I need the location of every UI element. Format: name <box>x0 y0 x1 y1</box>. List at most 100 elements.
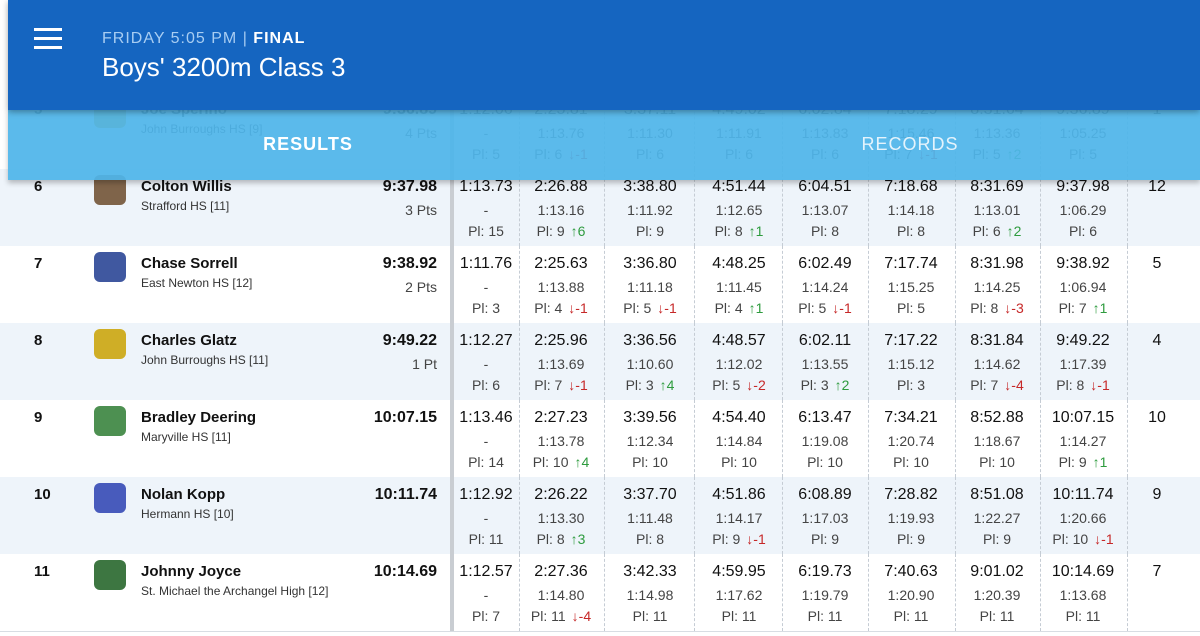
score: 5 <box>1152 255 1162 272</box>
divider <box>604 323 605 400</box>
split-place: Pl: 11 <box>469 531 504 547</box>
divider <box>782 246 783 323</box>
place: Pl: 10 <box>532 454 569 470</box>
school: John Burroughs HS [11] <box>141 353 269 367</box>
event-time: FRIDAY 5:05 PM <box>102 30 238 47</box>
place: Pl: 14 <box>468 454 504 470</box>
split-place: Pl: 10 <box>979 454 1015 470</box>
split-place: Pl: 3 <box>897 377 925 393</box>
final-time: 10:14.69 <box>373 563 437 580</box>
place: Pl: 10 <box>1052 531 1089 547</box>
split-time: 9:49.22 <box>1056 332 1110 349</box>
divider <box>782 477 783 554</box>
divider <box>1040 477 1041 554</box>
place: Pl: 6 <box>1068 223 1098 239</box>
split-place: Pl: 8 ↓-3 <box>970 300 1023 316</box>
split-place: Pl: 8 <box>897 223 925 239</box>
place-change: ↓-1 <box>1094 531 1114 547</box>
lap-time: 1:11.18 <box>627 279 673 295</box>
place: Pl: 5 <box>712 377 741 393</box>
lap-time: 1:14.17 <box>715 510 763 526</box>
lap-time: 1:14.80 <box>537 587 585 603</box>
split-time: 1:12.57 <box>459 563 513 580</box>
lap-time: 1:19.93 <box>887 510 935 526</box>
split-place: Pl: 5 <box>897 300 925 316</box>
divider <box>450 246 454 323</box>
divider <box>450 400 454 477</box>
split-place: Pl: 9 <box>636 223 664 239</box>
split-time: 4:48.57 <box>712 332 766 349</box>
tab[interactable]: RESULTS <box>263 134 353 154</box>
split-place: Pl: 14 <box>468 454 504 470</box>
split-place: Pl: 9 <box>983 531 1011 547</box>
event-meta: FRIDAY 5:05 PM | FINAL <box>102 30 305 48</box>
result-row: 9 Bradley Deering Maryville HS [11] 10:07.1… <box>0 400 1200 478</box>
split-place: Pl: 11 ↓-4 <box>531 608 591 624</box>
place: Pl: 3 <box>800 377 829 393</box>
lap-time: 1:19.79 <box>801 587 849 603</box>
place: Pl: 6 <box>471 377 501 393</box>
split-place: Pl: 10 ↓-1 <box>1052 531 1113 547</box>
place: Pl: 7 <box>970 377 999 393</box>
lap-time: 1:12.34 <box>626 433 674 449</box>
split-time: 10:07.15 <box>1051 409 1115 426</box>
divider <box>868 400 869 477</box>
split-time: 2:26.22 <box>534 486 588 503</box>
divider <box>1127 554 1128 631</box>
lap-time: 1:13.01 <box>973 202 1021 218</box>
lap-time: 1:14.27 <box>1059 433 1107 449</box>
split-time: 1:12.92 <box>459 486 513 503</box>
split-time: 4:51.44 <box>712 178 766 195</box>
divider <box>519 169 520 246</box>
split-place: Pl: 7 <box>472 608 500 624</box>
menu-icon[interactable] <box>34 28 64 50</box>
split-time: 1:12.27 <box>459 332 513 349</box>
place-change: ↑1 <box>748 300 764 316</box>
split-place: Pl: 8 ↓-1 <box>1056 377 1109 393</box>
place-change: ↑1 <box>748 223 764 239</box>
place: Pl: 10 <box>632 454 668 470</box>
rank: 10 <box>34 486 51 503</box>
points: 3 Pts <box>405 202 437 218</box>
place-change: ↓-1 <box>832 300 852 316</box>
split-time: 2:25.63 <box>534 255 588 272</box>
place: Pl: 15 <box>468 223 504 239</box>
split-place: Pl: 3 <box>472 300 500 316</box>
divider <box>450 169 454 246</box>
divider <box>868 169 869 246</box>
split-place: Pl: 11 <box>722 608 757 624</box>
split-place: Pl: 9 ↑6 <box>537 223 586 239</box>
split-time: 2:27.23 <box>534 409 588 426</box>
place: Pl: 8 <box>1056 377 1085 393</box>
final-time: 9:38.92 <box>382 255 437 272</box>
place-change: ↑2 <box>834 377 850 393</box>
lap-time: 1:13.68 <box>1059 587 1107 603</box>
place: Pl: 5 <box>798 300 827 316</box>
result-row: 11 Johnny Joyce St. Michael the Archangel … <box>0 554 1200 632</box>
split-place: Pl: 8 ↑1 <box>715 223 764 239</box>
place-change: ↓-1 <box>657 300 677 316</box>
divider <box>1040 323 1041 400</box>
rank: 7 <box>34 255 43 272</box>
lap-time: 1:06.29 <box>1059 202 1107 218</box>
divider <box>604 400 605 477</box>
points: 1 Pt <box>412 356 437 372</box>
split-place: Pl: 9 ↑1 <box>1059 454 1108 470</box>
place: Pl: 9 <box>635 223 665 239</box>
lap-time: 1:14.98 <box>626 587 674 603</box>
divider <box>519 246 520 323</box>
split-time: 3:36.56 <box>623 332 677 349</box>
split-place: Pl: 11 <box>808 608 843 624</box>
tab[interactable]: RECORDS <box>861 134 959 154</box>
lap-time: 1:20.39 <box>973 587 1021 603</box>
tab-bar: RESULTS RECORDS <box>8 110 1200 180</box>
split-time: 3:37.70 <box>623 486 677 503</box>
school-logo <box>94 175 126 205</box>
divider <box>955 246 956 323</box>
split-time: 7:40.63 <box>884 563 938 580</box>
divider <box>782 169 783 246</box>
lap-time: 1:11.48 <box>627 510 673 526</box>
place: Pl: 9 <box>982 531 1012 547</box>
lap-time: 1:15.12 <box>887 356 935 372</box>
